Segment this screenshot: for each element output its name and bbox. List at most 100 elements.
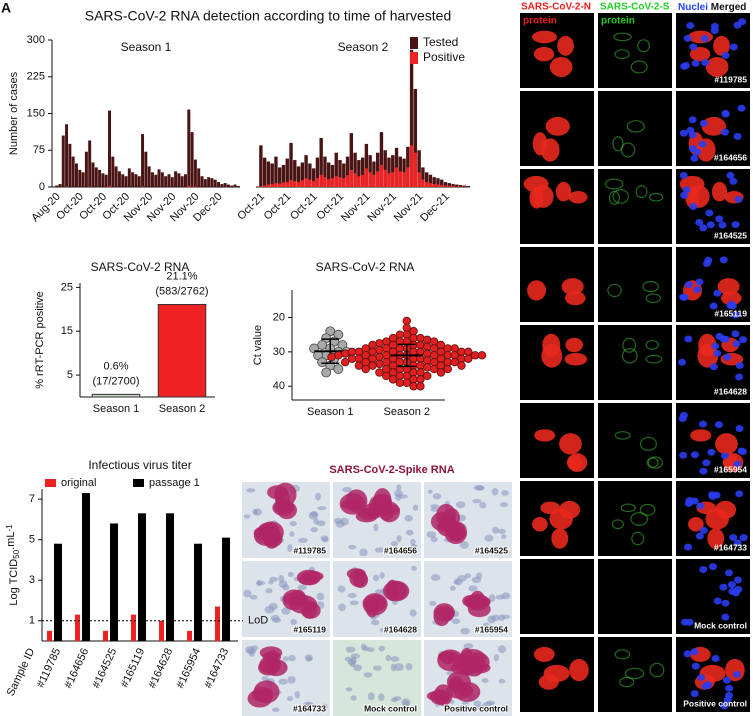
ish-nucleus bbox=[363, 672, 373, 678]
if-nucleus bbox=[680, 293, 689, 301]
if-nucleus bbox=[739, 336, 748, 344]
bar bbox=[177, 173, 181, 187]
ish-nucleus bbox=[372, 665, 382, 671]
if-s-signal bbox=[631, 531, 645, 546]
if-n-signal bbox=[568, 190, 588, 204]
bar bbox=[428, 174, 433, 187]
if-nucleus bbox=[691, 662, 700, 670]
bar bbox=[379, 164, 384, 187]
ish-nucleus bbox=[398, 494, 408, 499]
bar bbox=[222, 537, 230, 641]
if-n-signal bbox=[533, 646, 555, 662]
ish-signal bbox=[426, 690, 449, 702]
if-s-signal bbox=[614, 649, 631, 660]
ish-label: #164733 bbox=[293, 703, 326, 713]
ish-nucleus bbox=[282, 656, 289, 662]
bar bbox=[223, 183, 227, 187]
if-nucleus bbox=[688, 145, 697, 153]
if-label: #165119 bbox=[714, 308, 747, 318]
bar bbox=[432, 177, 436, 187]
bar bbox=[368, 172, 372, 187]
ish-signal bbox=[433, 603, 455, 622]
bar bbox=[71, 156, 75, 187]
ish-signal bbox=[277, 501, 297, 520]
if-s-signal bbox=[630, 60, 648, 74]
ish-nucleus bbox=[498, 678, 506, 684]
if-n-signal bbox=[565, 337, 583, 353]
ish-nucleus bbox=[294, 690, 300, 699]
bar bbox=[409, 145, 414, 187]
ish-nucleus bbox=[350, 695, 357, 701]
if-n-signal bbox=[697, 343, 719, 368]
bar bbox=[394, 167, 399, 187]
bar bbox=[197, 168, 201, 187]
point bbox=[382, 364, 391, 374]
if-nucleus bbox=[711, 654, 720, 662]
ish-nucleus bbox=[372, 574, 380, 582]
if-n-signal bbox=[534, 429, 556, 442]
ish-label: #119785 bbox=[293, 545, 326, 555]
x-tick-label: Oct-21 bbox=[288, 191, 320, 223]
if-label: #164525 bbox=[714, 230, 747, 240]
ish-nucleus bbox=[334, 517, 343, 524]
bar bbox=[424, 172, 429, 187]
if-nucleus bbox=[710, 27, 719, 35]
reference-label: LoD bbox=[248, 615, 268, 627]
bar bbox=[372, 174, 376, 187]
bar bbox=[293, 181, 297, 187]
if-nucleus bbox=[721, 110, 730, 118]
bar bbox=[323, 156, 327, 187]
bar bbox=[226, 184, 230, 187]
if-s-signal bbox=[626, 120, 645, 133]
ish-nucleus bbox=[269, 576, 278, 582]
if-n-signal bbox=[529, 187, 544, 209]
y-axis-label-part: Log TCID bbox=[8, 559, 20, 606]
legend-swatch bbox=[410, 52, 418, 64]
bar bbox=[296, 182, 301, 187]
point bbox=[423, 363, 432, 372]
ish-nucleus bbox=[429, 600, 437, 606]
ish-nucleus bbox=[477, 704, 486, 710]
bar bbox=[110, 523, 118, 641]
bar bbox=[304, 155, 308, 187]
if-s-signal bbox=[613, 32, 632, 42]
ish-nucleus bbox=[265, 588, 273, 594]
bar bbox=[194, 543, 202, 641]
if-header: SARS-CoV-2-N bbox=[521, 2, 591, 13]
ish-nucleus bbox=[261, 676, 269, 681]
ish-signal bbox=[247, 689, 273, 708]
ish-label: Mock control bbox=[364, 703, 417, 713]
ish-nucleus bbox=[459, 541, 469, 549]
if-nucleus bbox=[731, 330, 740, 338]
ish-nucleus bbox=[432, 493, 442, 500]
point bbox=[464, 347, 473, 357]
bar bbox=[413, 89, 418, 187]
if-n-signal bbox=[551, 528, 569, 549]
bar bbox=[65, 124, 69, 187]
bar bbox=[334, 176, 338, 187]
bar bbox=[111, 156, 115, 187]
point bbox=[375, 352, 384, 362]
bar bbox=[137, 176, 141, 187]
point bbox=[347, 347, 357, 357]
bar bbox=[360, 174, 365, 187]
if-n-signal bbox=[688, 30, 714, 44]
if-nucleus bbox=[709, 363, 718, 371]
if-nucleus bbox=[713, 289, 722, 297]
ish-nucleus bbox=[390, 697, 398, 703]
ish-signal bbox=[365, 597, 379, 618]
ish-nucleus bbox=[491, 526, 499, 534]
bar bbox=[327, 179, 331, 187]
point bbox=[321, 367, 332, 378]
if-nucleus bbox=[689, 202, 698, 210]
point bbox=[375, 345, 384, 355]
bar bbox=[266, 161, 271, 187]
bar bbox=[274, 156, 278, 187]
bar bbox=[451, 184, 455, 187]
if-n-signal bbox=[561, 278, 584, 295]
ish-nucleus bbox=[404, 514, 413, 522]
point bbox=[361, 344, 370, 353]
bar bbox=[187, 186, 191, 187]
point bbox=[395, 330, 405, 339]
if-n-signal bbox=[538, 674, 559, 690]
